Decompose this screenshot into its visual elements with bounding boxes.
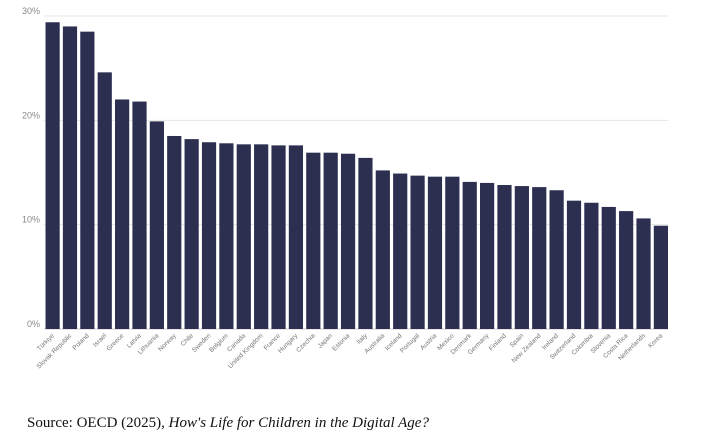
x-tick-label: Estonia xyxy=(331,332,352,353)
bar xyxy=(393,173,408,329)
x-tick-label: Italy xyxy=(355,332,369,346)
grid-lines xyxy=(44,15,668,330)
x-tick-label: Czechia xyxy=(295,332,317,354)
bar xyxy=(219,143,234,329)
x-tick-label: Poland xyxy=(72,332,92,352)
bar xyxy=(480,182,495,329)
y-tick-label: 0% xyxy=(27,319,40,329)
bar xyxy=(306,152,321,329)
bar xyxy=(340,153,356,329)
bar xyxy=(62,26,78,330)
x-tick-label: Finland xyxy=(488,332,508,352)
x-tick-label: Korea xyxy=(647,332,664,349)
x-tick-label: Belgium xyxy=(208,332,230,354)
bar xyxy=(358,157,373,329)
bar xyxy=(236,144,251,329)
bar xyxy=(97,72,112,329)
bar xyxy=(149,121,164,329)
source-title: How's Life for Children in the Digital A… xyxy=(168,415,429,431)
bar xyxy=(184,139,199,329)
bar xyxy=(410,175,425,329)
bar xyxy=(566,200,582,329)
bar xyxy=(375,170,390,329)
x-tick-label: Portugal xyxy=(399,332,421,354)
bar xyxy=(601,206,616,329)
bar xyxy=(462,181,477,329)
bar xyxy=(549,190,564,329)
source-prefix: Source: OECD (2025), xyxy=(27,415,169,431)
bar xyxy=(427,176,443,329)
bar xyxy=(132,101,147,329)
bar xyxy=(584,202,599,329)
bar xyxy=(288,145,304,329)
bar xyxy=(115,99,130,329)
bar xyxy=(619,211,634,329)
y-tick-label: 10% xyxy=(22,215,40,225)
x-tick-label: Greece xyxy=(106,332,126,352)
x-tick-label: Chile xyxy=(180,332,196,348)
bar xyxy=(514,186,529,329)
bar xyxy=(167,135,182,329)
y-axis-ticks: 0% 10% 20% 30% xyxy=(22,6,40,329)
y-tick-label: 30% xyxy=(22,6,40,16)
y-tick-label: 20% xyxy=(22,110,40,120)
bar xyxy=(497,185,512,329)
bar xyxy=(80,31,95,330)
bar xyxy=(653,225,668,329)
x-tick-label: Norway xyxy=(157,332,178,353)
bar xyxy=(323,152,338,329)
bar xyxy=(201,142,217,329)
bars xyxy=(45,22,668,330)
bar xyxy=(636,218,651,329)
bar xyxy=(254,144,269,329)
bar xyxy=(271,145,286,329)
source-note: Source: OECD (2025), How's Life for Chil… xyxy=(27,415,429,432)
bar xyxy=(45,22,60,329)
x-tick-label: Austria xyxy=(419,332,439,352)
bar xyxy=(445,176,460,329)
bar xyxy=(532,187,547,329)
